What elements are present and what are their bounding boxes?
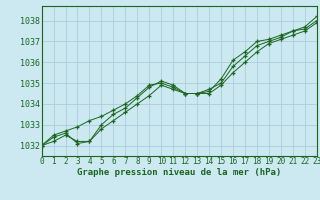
X-axis label: Graphe pression niveau de la mer (hPa): Graphe pression niveau de la mer (hPa) xyxy=(77,168,281,177)
